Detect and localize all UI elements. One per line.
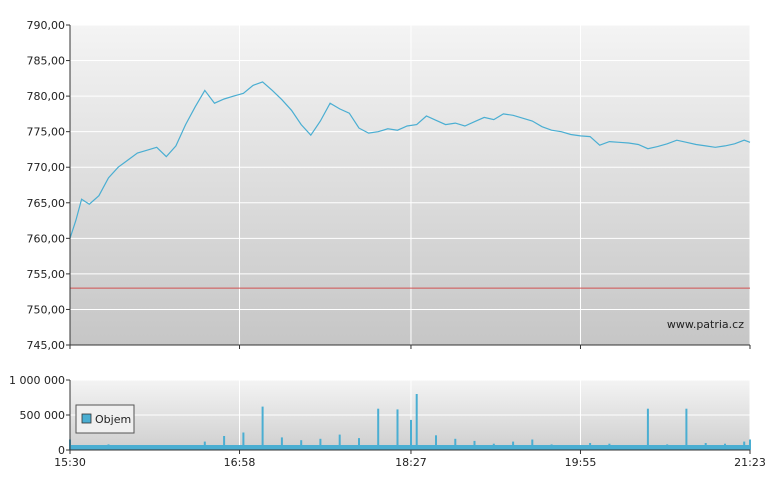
legend-swatch bbox=[81, 413, 92, 424]
price-y-tick-label: 765,00 bbox=[27, 197, 66, 210]
volume-bar bbox=[88, 445, 91, 450]
volume-bar bbox=[377, 408, 380, 450]
volume-bar bbox=[184, 445, 187, 450]
volume-bar bbox=[223, 436, 226, 450]
price-y-tick-label: 755,00 bbox=[27, 268, 66, 281]
volume-bar bbox=[473, 440, 476, 450]
x-tick-labels: 15:30 16:58 18:27 19:55 21:23 bbox=[54, 450, 766, 469]
volume-bars bbox=[69, 394, 751, 450]
volume-bar bbox=[261, 406, 264, 450]
volume-bar bbox=[704, 443, 707, 450]
volume-bar bbox=[550, 444, 553, 450]
x-tick-label: 15:30 bbox=[54, 456, 86, 469]
volume-bar bbox=[492, 443, 495, 450]
volume-bar bbox=[396, 409, 399, 450]
price-y-tick-label: 760,00 bbox=[27, 232, 66, 245]
volume-y-tick-label: 1 000 000 bbox=[9, 374, 65, 387]
volume-bar bbox=[531, 439, 534, 450]
volume-bar bbox=[280, 437, 283, 450]
volume-bar bbox=[126, 447, 129, 450]
volume-bar bbox=[410, 419, 412, 450]
x-tick-label: 19:55 bbox=[565, 456, 597, 469]
price-series-line bbox=[69, 81, 751, 239]
price-y-tick-labels: 790,00 785,00 780,00 775,00 770,00 765,00 760,… bbox=[27, 19, 70, 352]
volume-bar bbox=[589, 443, 592, 450]
volume-bar bbox=[454, 438, 457, 450]
price-y-tick-label: 770,00 bbox=[27, 161, 66, 174]
volume-bar bbox=[749, 439, 751, 450]
volume-y-tick-label: 500 000 bbox=[20, 409, 66, 422]
price-axes bbox=[69, 25, 751, 349]
volume-bar bbox=[685, 408, 688, 450]
volume-y-tick-labels: 1 000 000 500 000 0 bbox=[9, 374, 70, 457]
watermark-text: www.patria.cz bbox=[667, 318, 744, 331]
volume-bar bbox=[435, 435, 437, 450]
volume-bar bbox=[646, 408, 649, 450]
volume-bar bbox=[666, 444, 669, 450]
volume-bar bbox=[165, 448, 168, 450]
x-tick-label: 16:58 bbox=[224, 456, 256, 469]
volume-bar bbox=[608, 443, 611, 450]
volume-bar bbox=[415, 394, 418, 450]
x-tick-label: 18:27 bbox=[395, 456, 427, 469]
volume-bar bbox=[338, 434, 341, 450]
volume-bar bbox=[358, 438, 360, 450]
volume-y-tick-label: 0 bbox=[58, 444, 65, 457]
volume-bar bbox=[743, 441, 746, 450]
price-plot-area bbox=[70, 25, 750, 345]
volume-bar bbox=[242, 432, 245, 450]
price-y-tick-label: 745,00 bbox=[27, 339, 66, 352]
price-y-tick-label: 785,00 bbox=[27, 55, 66, 68]
volume-bar bbox=[512, 441, 515, 450]
price-y-tick-label: 780,00 bbox=[27, 90, 66, 103]
volume-bar bbox=[569, 445, 572, 450]
x-tick-label: 21:23 bbox=[734, 456, 766, 469]
volume-bar bbox=[203, 441, 206, 450]
volume-bar bbox=[627, 445, 630, 450]
volume-bar bbox=[724, 443, 726, 450]
price-y-tick-label: 775,00 bbox=[27, 126, 66, 139]
volume-bar bbox=[300, 440, 303, 450]
legend-label: Objem bbox=[95, 413, 131, 426]
price-y-tick-label: 790,00 bbox=[27, 19, 66, 32]
volume-bar bbox=[319, 438, 322, 450]
price-y-tick-label: 750,00 bbox=[27, 303, 66, 316]
volume-bar bbox=[107, 444, 110, 450]
volume-legend: Objem bbox=[75, 404, 135, 434]
volume-bar bbox=[146, 447, 149, 450]
